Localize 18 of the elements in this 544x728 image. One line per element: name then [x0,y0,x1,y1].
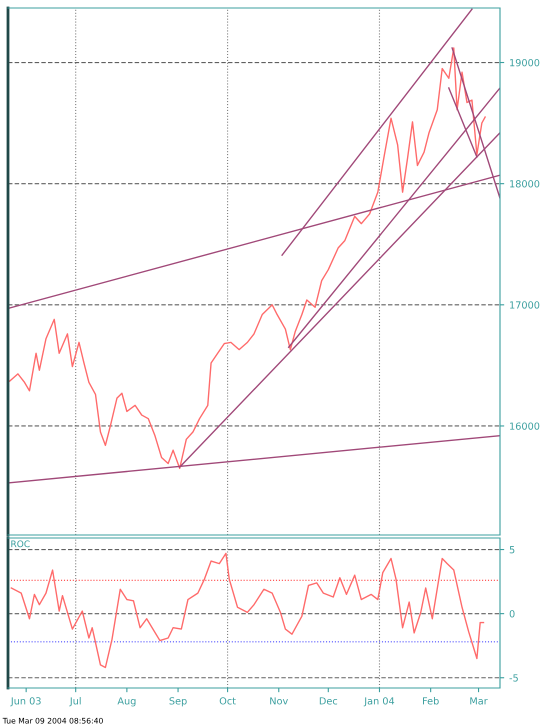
y-tick-label: 19000 [510,58,540,66]
x-tick-label: Oct [220,697,236,705]
y-tick-label: 5 [510,546,514,554]
x-tick-label: Nov [270,697,288,705]
x-tick-label: Aug [117,697,136,706]
x-tick-label: Feb [423,697,439,705]
x-tick-label: Mar [470,697,488,705]
y-tick-label: 17000 [510,301,540,309]
y-tick-label: 0 [510,610,515,618]
y-tick-label: 18000 [510,180,540,188]
x-tick-label: Jul [69,697,81,706]
y-tick-label: -5 [510,674,518,682]
x-tick-label: Jan 04 [364,697,394,706]
x-tick-label: Sep [170,697,187,706]
chart-title: ROC [11,540,30,548]
x-tick-label: Dec [320,697,338,705]
x-tick-label: Jun 03 [10,697,41,706]
y-tick-label: 16000 [510,422,540,430]
